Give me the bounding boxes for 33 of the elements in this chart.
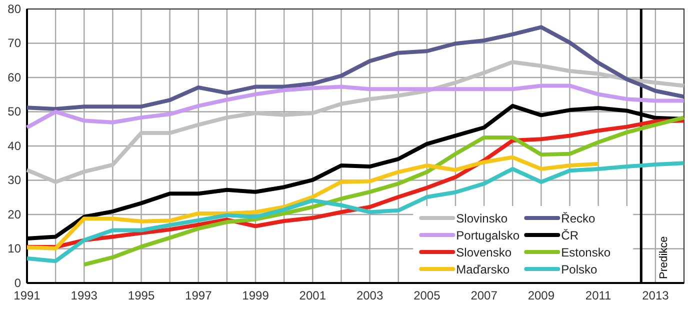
y-tick-label: 0 (14, 276, 22, 290)
x-tick-label: 2011 (585, 288, 612, 303)
line-series (25, 25, 686, 112)
y-tick-label: 10 (8, 242, 22, 256)
legend-label: Polsko (561, 262, 598, 276)
line-series (25, 60, 686, 184)
x-tick-label: 2003 (356, 288, 384, 303)
x-tick-label: 1997 (185, 288, 212, 303)
x-tick-label: 1993 (70, 288, 98, 303)
legend-label: Maďarsko (456, 262, 510, 276)
x-tick-label: 1999 (242, 288, 270, 303)
x-tick-label: 1995 (128, 288, 155, 303)
y-tick-label: 50 (8, 104, 22, 119)
y-tick-label: 60 (8, 70, 22, 84)
legend-label: Estonsko (561, 246, 611, 260)
x-tick-label: 2009 (528, 288, 555, 303)
legend-label: ČR (561, 228, 579, 242)
x-tick-label: 2001 (299, 288, 326, 303)
legend-label: Portugalsko (456, 228, 520, 242)
y-tick-label: 70 (8, 36, 22, 50)
y-tick-label: 30 (8, 173, 22, 188)
line-series (25, 84, 686, 130)
y-tick-label: 80 (8, 2, 22, 16)
x-tick-label: 1991 (14, 288, 41, 303)
legend-label: Slovensko (456, 246, 512, 260)
x-tick-label: 2013 (642, 288, 670, 303)
legend-label: Slovinsko (456, 212, 508, 226)
legend-label: Řecko (561, 212, 596, 226)
ref-line-label: Predikce (658, 236, 670, 279)
y-tick-label: 20 (8, 207, 22, 222)
y-tick-label: 40 (8, 138, 22, 153)
x-tick-label: 2005 (414, 288, 441, 303)
x-tick-label: 2007 (470, 288, 498, 303)
